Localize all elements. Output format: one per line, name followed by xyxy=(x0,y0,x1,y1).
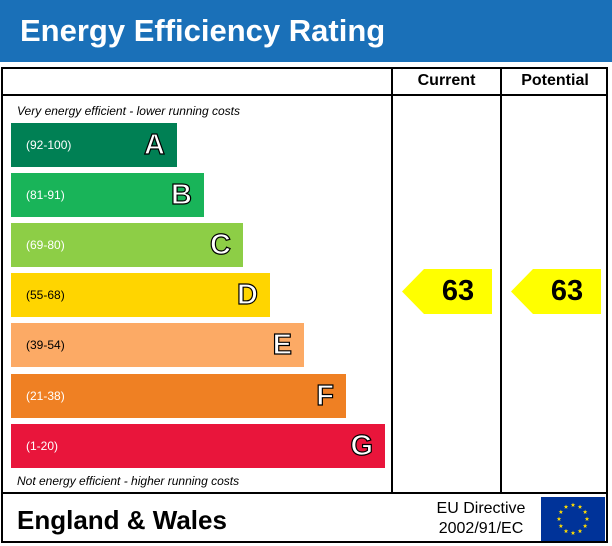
directive-line-1: EU Directive xyxy=(436,500,526,517)
band-letter-d: D xyxy=(236,278,258,311)
band-e: (39-54) E xyxy=(11,323,304,367)
directive-line-2: 2002/91/EC xyxy=(438,520,524,537)
current-rating-arrow: 63 xyxy=(402,269,492,314)
bottom-note: Not energy efficient - higher running co… xyxy=(17,474,240,488)
band-range-a: (92-100) xyxy=(26,138,72,152)
column-divider-potential xyxy=(500,67,502,494)
eu-star-icon xyxy=(577,528,583,534)
eu-star-icon xyxy=(558,509,564,514)
band-letter-a: A xyxy=(143,128,165,161)
eu-star-icon xyxy=(577,504,583,509)
footer-row-divider xyxy=(1,492,608,494)
band-range-g: (1-20) xyxy=(26,439,59,453)
eu-stars-icon xyxy=(556,502,590,535)
band-a: (92-100) A xyxy=(11,123,177,167)
band-range-d: (55-68) xyxy=(26,288,65,302)
potential-rating-arrow: 63 xyxy=(511,269,601,314)
eu-star-icon xyxy=(563,504,569,509)
footer-directive: EU Directive 2002/91/EC xyxy=(424,499,538,539)
eu-flag-icon xyxy=(541,497,605,541)
band-range-e: (39-54) xyxy=(26,338,65,352)
eu-star-icon xyxy=(582,509,588,514)
band-letter-e: E xyxy=(272,328,293,361)
eu-star-icon xyxy=(570,502,576,507)
header-bar: Energy Efficiency Rating xyxy=(0,0,612,62)
band-letter-g: G xyxy=(350,429,374,462)
column-header-current: Current xyxy=(417,72,476,89)
eu-star-icon xyxy=(582,523,588,528)
eu-star-icon xyxy=(584,516,590,521)
eu-star-icon xyxy=(558,523,564,528)
band-letter-c: C xyxy=(209,228,231,261)
band-g: (1-20) G xyxy=(11,424,385,468)
band-letter-f: F xyxy=(316,379,335,412)
current-rating-value: 63 xyxy=(441,275,475,307)
potential-rating-value: 63 xyxy=(550,275,584,307)
band-letter-b: B xyxy=(170,178,192,211)
band-range-b: (81-91) xyxy=(26,188,65,202)
column-divider-current xyxy=(391,67,393,494)
page-title: Energy Efficiency Rating xyxy=(20,13,386,48)
band-b: (81-91) B xyxy=(11,173,204,217)
band-c: (69-80) C xyxy=(11,223,243,267)
band-d: (55-68) D xyxy=(11,273,270,317)
band-f: (21-38) F xyxy=(11,374,346,418)
eu-star-icon xyxy=(570,530,576,535)
header-row-divider xyxy=(1,94,608,96)
column-header-potential: Potential xyxy=(521,72,589,89)
top-note: Very energy efficient - lower running co… xyxy=(17,104,240,118)
eu-star-icon xyxy=(556,516,562,521)
band-range-c: (69-80) xyxy=(26,238,65,252)
footer-country: England & Wales xyxy=(17,505,227,535)
eu-star-icon xyxy=(563,528,569,534)
band-range-f: (21-38) xyxy=(26,389,65,403)
rating-table-frame xyxy=(1,67,608,543)
